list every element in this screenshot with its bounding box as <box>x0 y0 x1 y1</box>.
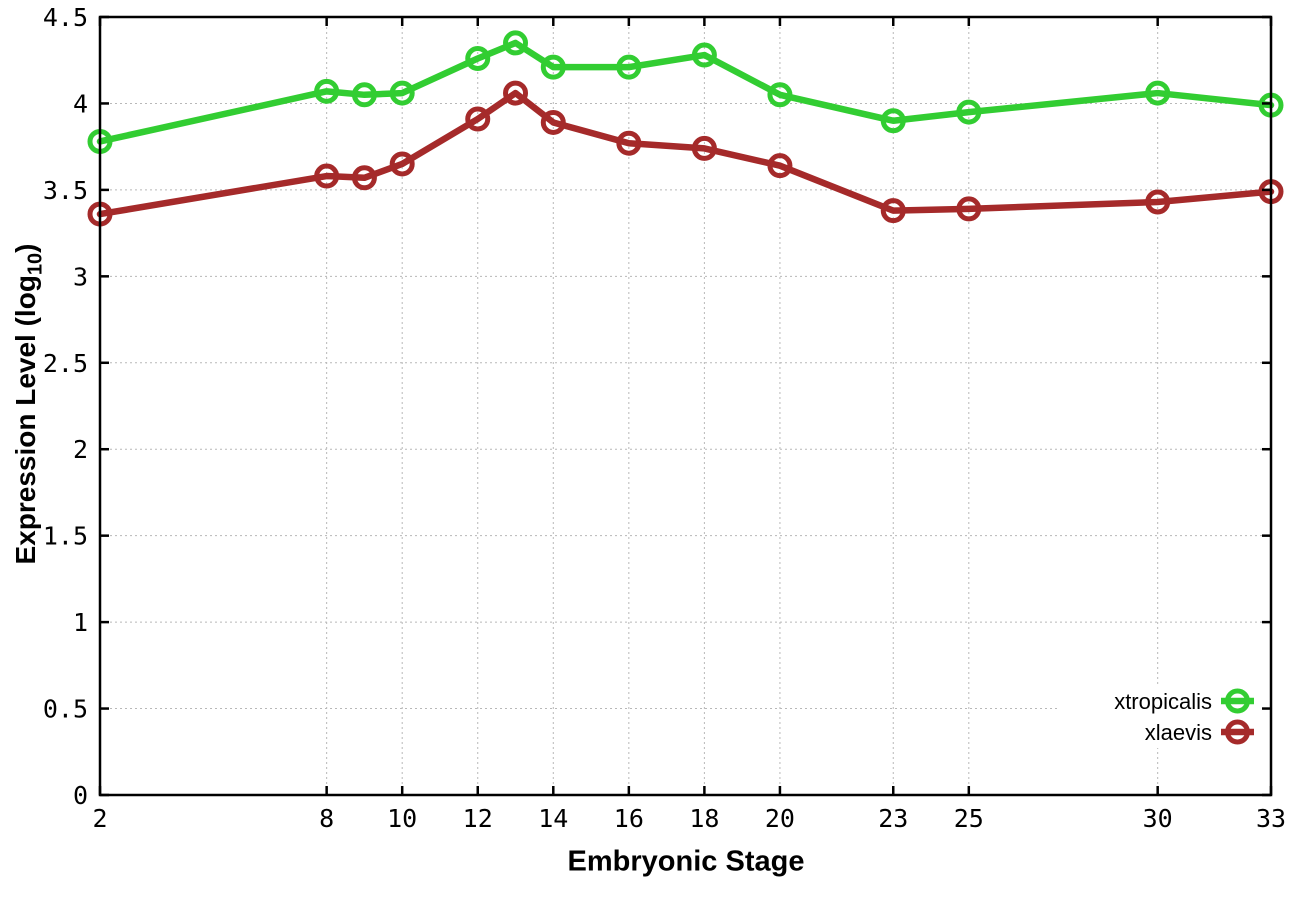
data-point-xtropicalis <box>956 99 982 125</box>
data-point-xlaevis <box>351 165 377 191</box>
data-point-xtropicalis <box>314 78 340 104</box>
legend-marker <box>1225 688 1250 714</box>
data-point-xlaevis <box>503 80 529 106</box>
y-tick-label: 0.5 <box>43 695 88 724</box>
legend-marker <box>1225 719 1250 745</box>
data-point-xtropicalis <box>465 45 491 71</box>
data-point-xlaevis <box>540 109 566 135</box>
data-point-xlaevis <box>956 196 982 222</box>
data-point-xlaevis <box>767 153 793 179</box>
data-point-xlaevis <box>314 163 340 189</box>
x-tick-label: 12 <box>463 804 493 833</box>
data-point-xlaevis <box>616 130 642 156</box>
x-tick-label: 20 <box>765 804 795 833</box>
y-axis-label-text: Expression Level (log <box>10 275 41 565</box>
x-tick-label: 10 <box>387 804 417 833</box>
x-tick-label: 25 <box>954 804 984 833</box>
x-axis-label: Embryonic Stage <box>567 845 805 878</box>
data-point-xtropicalis <box>351 82 377 108</box>
plot-border <box>98 15 1273 797</box>
data-point-xtropicalis <box>540 54 566 80</box>
y-axis-label-close: ) <box>10 243 41 253</box>
y-tick-label: 2 <box>73 435 88 464</box>
data-point-xtropicalis <box>616 54 642 80</box>
y-tick-label: 1.5 <box>43 522 88 551</box>
series-line-xtropicalis <box>96 39 1275 145</box>
data-point-xtropicalis <box>389 80 415 106</box>
x-tick-label: 16 <box>614 804 644 833</box>
y-axis-label: Expression Level (log10) <box>10 243 47 565</box>
data-point-xlaevis <box>1145 189 1171 215</box>
y-tick-label: 0 <box>73 781 88 810</box>
legend-label-xtropicalis: xtropicalis <box>1114 689 1212 714</box>
x-tick-label: 2 <box>92 804 107 833</box>
x-tick-label: 8 <box>319 804 334 833</box>
data-point-xlaevis <box>691 135 717 161</box>
data-point-xtropicalis <box>503 30 529 56</box>
x-tick-label: 23 <box>878 804 908 833</box>
y-tick-label: 2.5 <box>43 349 88 378</box>
x-tick-label: 14 <box>538 804 568 833</box>
y-tick-label: 4 <box>73 89 88 118</box>
legend-label-xlaevis: xlaevis <box>1145 720 1212 745</box>
y-tick-label: 4.5 <box>43 3 88 32</box>
data-point-xtropicalis <box>1145 80 1171 106</box>
y-tick-label: 1 <box>73 608 88 637</box>
data-point-xtropicalis <box>767 82 793 108</box>
x-tick-label: 30 <box>1143 804 1173 833</box>
data-point-xlaevis <box>880 198 906 224</box>
data-point-xtropicalis <box>691 42 717 68</box>
data-point-xlaevis <box>389 151 415 177</box>
x-tick-label: 18 <box>689 804 719 833</box>
series-line-xlaevis <box>96 89 1275 218</box>
data-point-xlaevis <box>465 106 491 132</box>
y-tick-label: 3 <box>73 262 88 291</box>
data-point-xtropicalis <box>880 108 906 134</box>
x-tick-label: 33 <box>1256 804 1286 833</box>
y-tick-label: 3.5 <box>43 176 88 205</box>
y-axis-label-subscript: 10 <box>24 252 47 276</box>
